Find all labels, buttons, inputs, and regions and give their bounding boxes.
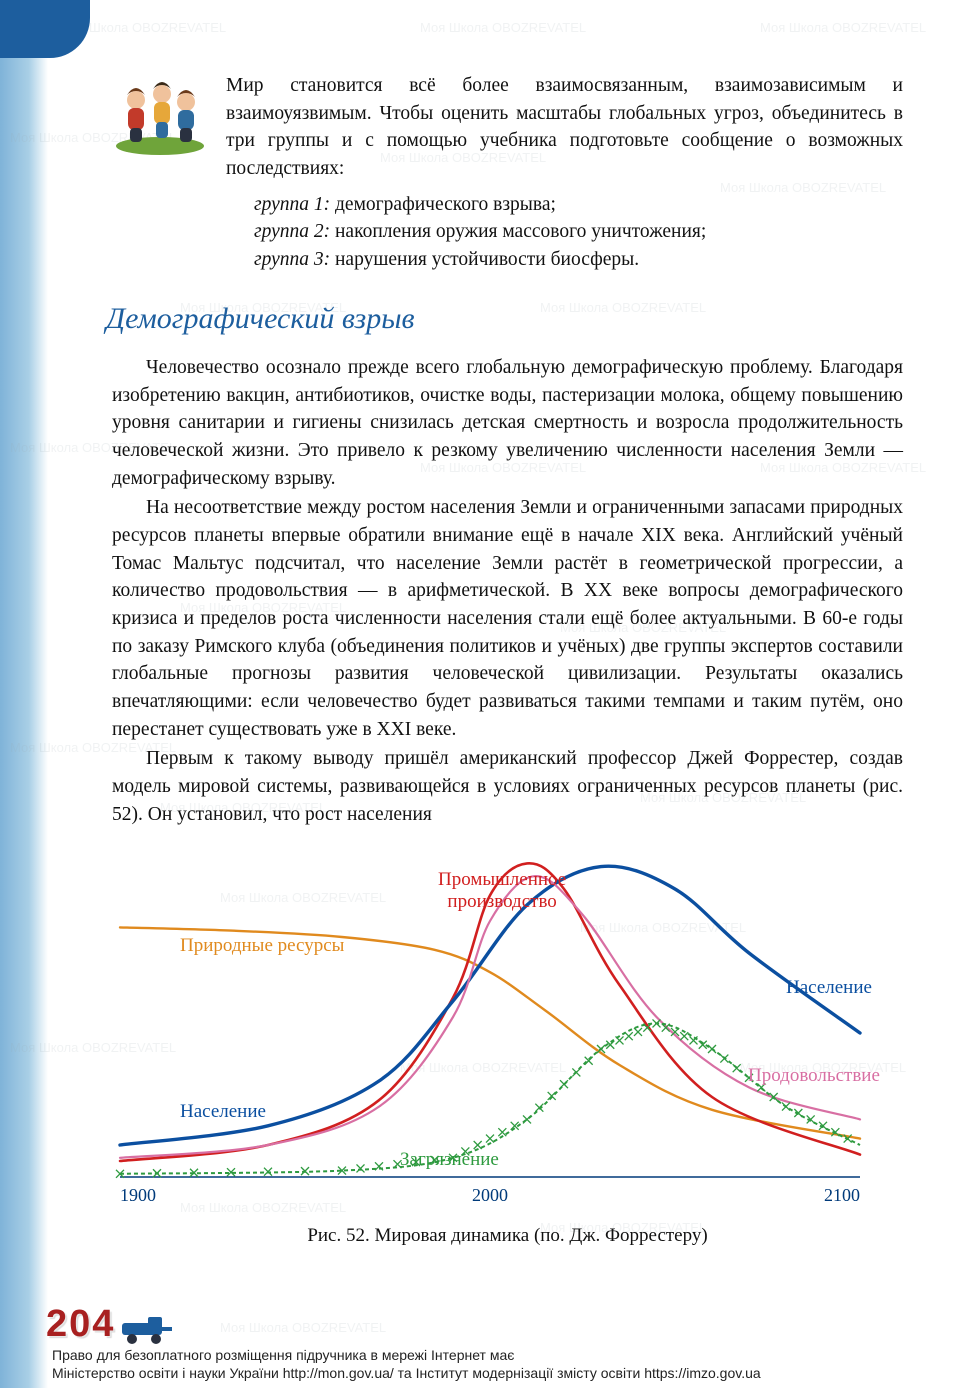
vehicle-illustration: [118, 1315, 174, 1350]
group-1-label: группа 1:: [254, 194, 330, 215]
footer-line-2: Міністерство освіти і науки України http…: [52, 1365, 951, 1383]
intro-text-wrap: Мир становится всё более взаимосвязанным…: [226, 72, 903, 274]
watermark: Моя Школа OBOZREVATEL: [220, 1320, 386, 1335]
footer-line-1: Право для безоплатного розміщення підруч…: [52, 1347, 951, 1365]
intro-block: Мир становится всё более взаимосвязанным…: [112, 72, 903, 274]
group-3-label: группа 3:: [254, 249, 330, 270]
body-text: Человечество осознало прежде всего глоба…: [112, 354, 903, 829]
series-label-population-right: Население: [786, 977, 872, 999]
forrester-chart: 1900 2000 2100 Природные ресурсы Промышлен…: [100, 847, 880, 1217]
series-label-population-left: Население: [180, 1101, 266, 1123]
chart-caption: Рис. 52. Мировая динамика (по. Дж. Форре…: [112, 1225, 903, 1247]
body-p1: Человечество осознало прежде всего глоба…: [112, 354, 903, 492]
groups-list: группа 1: демографического взрыва; групп…: [254, 191, 903, 274]
section-heading: Демографический взрыв: [106, 302, 903, 336]
footer-note: Право для безоплатного розміщення підруч…: [52, 1347, 951, 1382]
body-p2: На несоответствие между ростом населения…: [112, 494, 903, 743]
svg-text:2000: 2000: [472, 1185, 508, 1205]
group-2-label: группа 2:: [254, 221, 330, 242]
group-1: группа 1: демографического взрыва;: [254, 191, 903, 219]
group-2: группа 2: накопления оружия массового ун…: [254, 218, 903, 246]
group-3-text: нарушения устойчивости биосферы.: [330, 249, 639, 270]
group-3: группа 3: нарушения устойчивости биосфер…: [254, 246, 903, 274]
series-label-pollution: Загрязнение: [400, 1149, 499, 1171]
group-2-text: накопления оружия массового уничтожения;: [330, 221, 706, 242]
intro-paragraph: Мир становится всё более взаимосвязанным…: [226, 72, 903, 183]
body-p3: Первым к такому выводу пришёл американск…: [112, 745, 903, 828]
series-label-resources: Природные ресурсы: [180, 935, 344, 957]
page-number: 204: [46, 1303, 115, 1346]
discussion-illustration: [112, 72, 208, 156]
series-label-industry: Промышленное производство: [438, 869, 566, 913]
svg-text:2100: 2100: [824, 1185, 860, 1205]
group-1-text: демографического взрыва;: [330, 194, 556, 215]
svg-text:1900: 1900: [120, 1185, 156, 1205]
page-content: Мир становится всё более взаимосвязанным…: [0, 0, 963, 1247]
series-label-food: Продовольствие: [748, 1065, 880, 1087]
